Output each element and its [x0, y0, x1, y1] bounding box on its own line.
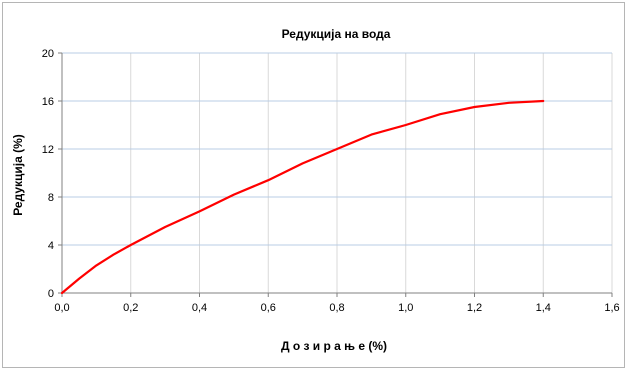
- tick-labels: 0,0 0,2 0,4 0,6 0,8 1,0 1,2 1,4 1,6 0 4 8 12 16 20: [42, 48, 620, 314]
- chart-area: [2, 2, 625, 368]
- gridlines: [62, 52, 613, 293]
- y-tick-label: 4: [48, 240, 54, 252]
- x-tick-label: 0,8: [329, 302, 344, 314]
- y-tick-label: 16: [42, 96, 54, 108]
- x-axis-label: Д о з и р а њ е (%): [281, 339, 387, 353]
- axes: [58, 52, 613, 297]
- y-tick-label: 8: [48, 192, 54, 204]
- x-tick-label: 1,4: [536, 302, 551, 314]
- series-line: [60, 99, 545, 295]
- x-tick-label: 0,6: [261, 302, 276, 314]
- x-tick-label: 0,2: [123, 302, 138, 314]
- chart-title: Редукција на вода: [282, 27, 391, 41]
- x-tick-label: 1,2: [467, 302, 482, 314]
- y-tick-label: 20: [42, 48, 54, 60]
- y-axis-label: Редукција (%): [11, 134, 25, 216]
- x-tick-label: 0,0: [54, 302, 69, 314]
- y-tick-label: 12: [42, 144, 54, 156]
- x-tick-label: 1,0: [398, 302, 413, 314]
- y-tick-label: 0: [48, 288, 54, 300]
- series-layer: [60, 99, 545, 295]
- x-tick-label: 0,4: [192, 302, 207, 314]
- x-tick-label: 1,6: [604, 302, 619, 314]
